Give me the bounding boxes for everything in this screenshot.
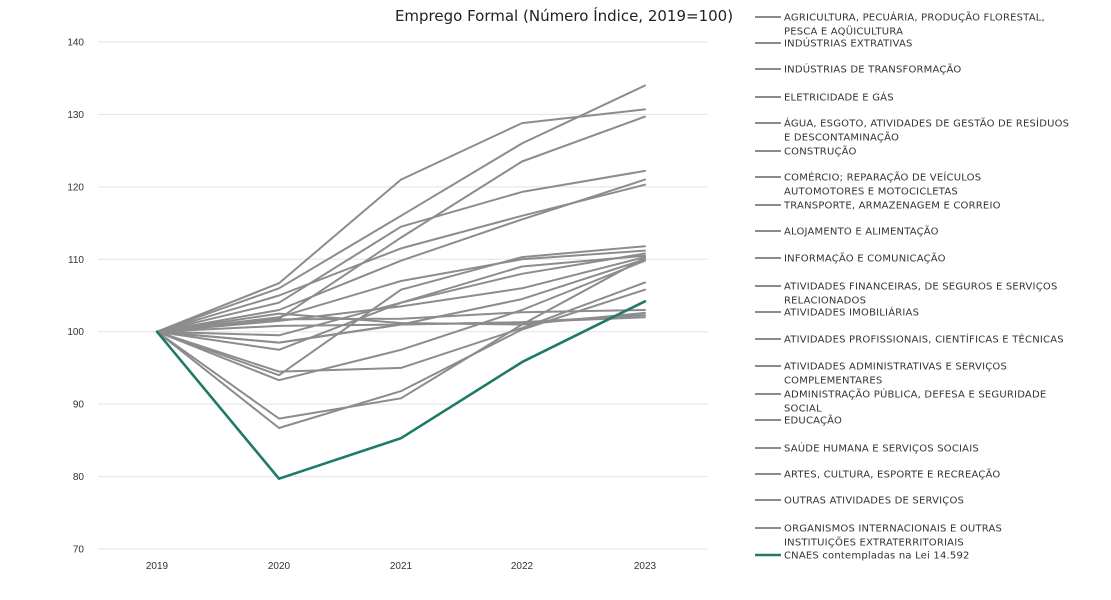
x-tick-label: 2021 (390, 561, 413, 572)
legend-item: COMÉRCIO; REPARAÇÃO DE VEÍCULOS AUTOMOTOR… (755, 171, 981, 198)
legend-item: ALOJAMENTO E ALIMENTAÇÃO (755, 225, 939, 238)
y-tick-label: 130 (67, 110, 84, 121)
series-line (156, 183, 646, 333)
legend-item: OUTRAS ATIVIDADES DE SERVIÇOS (755, 496, 964, 507)
legend-item: ADMINISTRAÇÃO PÚBLICA, DEFESA E SEGURIDA… (755, 388, 1046, 415)
series-line (156, 256, 646, 420)
gridlines (98, 41, 708, 550)
legend-label: CNAES contempladas na Lei 14.592 (784, 551, 970, 562)
legend-label: CONSTRUÇÃO (784, 145, 857, 158)
legend-label: ELETRICIDADE E GÁS (784, 91, 894, 104)
legend-label: INSTITUIÇÕES EXTRATERRITORIAIS (784, 536, 964, 549)
legend-label: INDÚSTRIAS EXTRATIVAS (784, 37, 913, 50)
legend-item: ATIVIDADES IMOBILIÁRIAS (755, 306, 919, 319)
legend-label: ALOJAMENTO E ALIMENTAÇÃO (784, 225, 939, 238)
legend-item: ÁGUA, ESGOTO, ATIVIDADES DE GESTÃO DE RE… (755, 117, 1069, 144)
legend-label: ATIVIDADES IMOBILIÁRIAS (784, 306, 919, 319)
series-line (156, 254, 646, 351)
y-tick-label: 100 (67, 327, 84, 338)
legend-label: ORGANISMOS INTERNACIONAIS E OUTRAS (784, 524, 1002, 535)
legend-item: CONSTRUÇÃO (755, 145, 857, 158)
legend: AGRICULTURA, PECUÁRIA, PRODUÇÃO FLORESTA… (755, 11, 1069, 562)
y-axis-ticks: 70 80 90 100 110 120 130 140 (67, 38, 84, 556)
series-line (156, 115, 646, 333)
legend-item: ARTES, CULTURA, ESPORTE E RECREAÇÃO (755, 468, 1000, 481)
series-line (156, 316, 646, 333)
legend-label: ATIVIDADES FINANCEIRAS, DE SEGUROS E SER… (784, 282, 1058, 293)
legend-label: ÁGUA, ESGOTO, ATIVIDADES DE GESTÃO DE RE… (784, 117, 1069, 130)
legend-label: PESCA E AQÜICULTURA (784, 25, 903, 38)
legend-label: TRANSPORTE, ARMAZENAGEM E CORREIO (783, 201, 1001, 212)
legend-label: SAÚDE HUMANA E SERVIÇOS SOCIAIS (784, 442, 979, 455)
x-tick-label: 2019 (146, 561, 169, 572)
series-line (156, 169, 646, 333)
y-tick-label: 110 (68, 255, 84, 266)
legend-label: RELACIONADOS (784, 296, 866, 307)
x-tick-label: 2020 (268, 561, 291, 572)
legend-label: ATIVIDADES ADMINISTRATIVAS E SERVIÇOS (784, 362, 1007, 373)
legend-label: SOCIAL (784, 404, 822, 415)
series-line-highlight (155, 299, 647, 481)
series-lines (155, 84, 647, 481)
legend-item: INFORMAÇÃO E COMUNICAÇÃO (755, 252, 946, 265)
legend-item: ELETRICIDADE E GÁS (755, 91, 894, 104)
legend-label: INFORMAÇÃO E COMUNICAÇÃO (784, 252, 946, 265)
chart-title: Emprego Formal (Número Índice, 2019=100) (395, 6, 733, 25)
series-line (156, 288, 646, 429)
legend-item: ORGANISMOS INTERNACIONAIS E OUTRASINSTIT… (755, 524, 1002, 549)
y-tick-label: 120 (67, 182, 84, 193)
legend-label: ADMINISTRAÇÃO PÚBLICA, DEFESA E SEGURIDA… (784, 388, 1046, 401)
legend-item: SAÚDE HUMANA E SERVIÇOS SOCIAIS (755, 442, 979, 455)
x-tick-label: 2022 (511, 561, 534, 572)
legend-label: COMPLEMENTARES (784, 376, 882, 387)
legend-label: AGRICULTURA, PECUÁRIA, PRODUÇÃO FLORESTA… (784, 11, 1045, 24)
series-line (156, 258, 646, 344)
legend-label: E DESCONTAMINAÇÃO (784, 131, 899, 144)
series-line (156, 245, 646, 377)
y-tick-label: 80 (73, 472, 85, 483)
legend-item: TRANSPORTE, ARMAZENAGEM E CORREIO (755, 201, 1001, 212)
y-tick-label: 140 (67, 38, 84, 49)
legend-item: INDÚSTRIAS EXTRATIVAS (755, 37, 913, 50)
legend-item: INDÚSTRIAS DE TRANSFORMAÇÃO (755, 63, 961, 76)
x-axis-ticks: 2019 2020 2021 2022 2023 (146, 561, 657, 572)
legend-label: INDÚSTRIAS DE TRANSFORMAÇÃO (784, 63, 961, 76)
legend-label: ATIVIDADES PROFISSIONAIS, CIENTÍFICAS E … (784, 333, 1064, 346)
legend-item: AGRICULTURA, PECUÁRIA, PRODUÇÃO FLORESTA… (755, 11, 1045, 38)
series-line (156, 259, 646, 382)
series-line (156, 108, 646, 333)
y-tick-label: 90 (73, 400, 85, 411)
legend-label: AUTOMOTORES E MOTOCICLETAS (784, 187, 958, 198)
legend-item: ATIVIDADES ADMINISTRATIVAS E SERVIÇOS COM… (755, 362, 1007, 387)
y-tick-label: 70 (73, 545, 85, 556)
legend-label: OUTRAS ATIVIDADES DE SERVIÇOS (784, 496, 964, 507)
legend-item: CNAES contempladas na Lei 14.592 (755, 551, 970, 562)
legend-label: EDUCAÇÃO (784, 414, 842, 427)
legend-label: COMÉRCIO; REPARAÇÃO DE VEÍCULOS (784, 171, 981, 184)
series-line (156, 281, 646, 373)
legend-item: ATIVIDADES PROFISSIONAIS, CIENTÍFICAS E … (755, 333, 1064, 346)
legend-label: ARTES, CULTURA, ESPORTE E RECREAÇÃO (784, 468, 1000, 481)
x-tick-label: 2023 (634, 561, 657, 572)
series-line (156, 84, 646, 333)
legend-item: ATIVIDADES FINANCEIRAS, DE SEGUROS E SER… (755, 282, 1058, 307)
legend-item: EDUCAÇÃO (755, 414, 842, 427)
